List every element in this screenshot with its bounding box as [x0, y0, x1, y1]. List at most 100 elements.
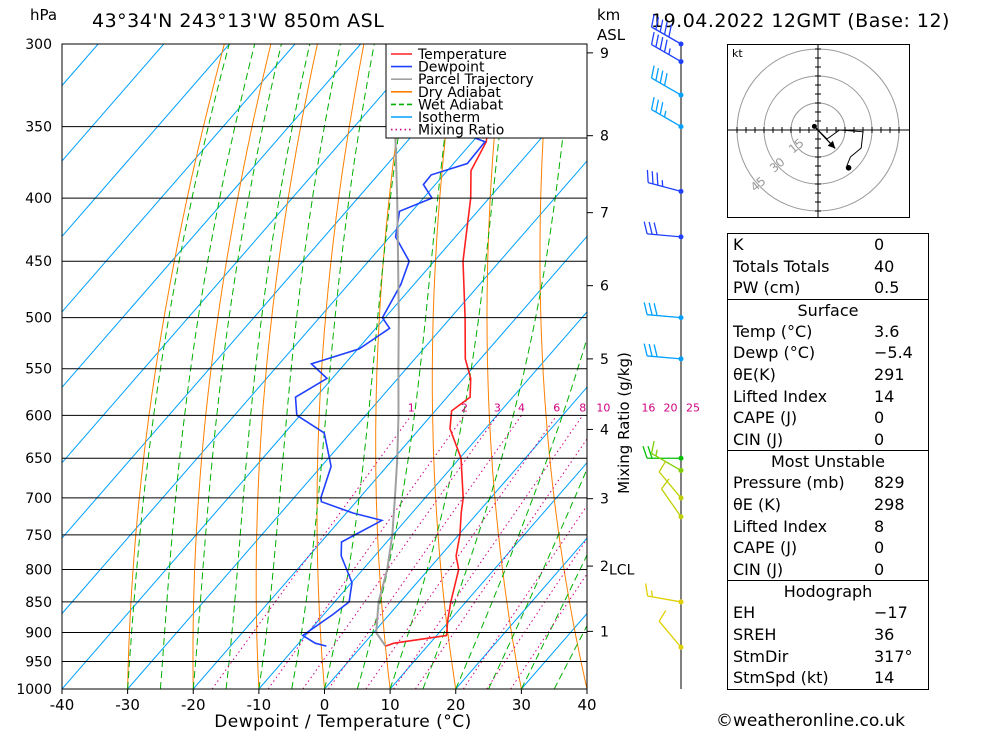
wind-barb-staff	[647, 595, 682, 603]
wind-barb-dot	[678, 514, 684, 520]
index-key: Totals Totals	[733, 256, 830, 276]
mixing-ratio-label: 6	[553, 401, 560, 414]
isotherm-line	[62, 44, 165, 162]
most-unstable-key: CAPE (J)	[733, 538, 798, 558]
wind-barb-feather	[648, 343, 653, 357]
wind-barb-dot	[678, 599, 684, 605]
parcel-trajectory-profile-line	[375, 44, 400, 647]
index-row: Totals Totals 40	[728, 256, 928, 278]
wind-barb-feather	[663, 21, 668, 35]
wind-barb-dot	[678, 495, 684, 501]
wind-barb-feather	[663, 39, 668, 53]
wind-barb-feather	[647, 446, 653, 459]
wind-barb-half-feather	[650, 590, 654, 597]
hodograph-param-value: 36	[874, 624, 895, 644]
wind-barb-staff	[651, 44, 682, 63]
km-tick-label: 3	[600, 492, 609, 508]
most-unstable-title: Most Unstable	[771, 452, 885, 472]
wind-barb-feather	[659, 102, 664, 115]
hodograph-param-row: EH −17	[728, 602, 928, 624]
surface-key: Temp (°C)	[733, 321, 813, 341]
most-unstable-key: Lifted Index	[733, 516, 828, 536]
legend-label: Temperature	[417, 47, 507, 63]
weatheronline-credit[interactable]: ©weatheronline.co.uk	[716, 711, 906, 731]
asl-unit-label: ASL	[597, 26, 626, 44]
km-tick-label: 9	[600, 46, 609, 62]
isotherm-line	[62, 44, 558, 615]
temperature-tick-label: 40	[577, 696, 596, 714]
hodograph-unit-label: kt	[732, 47, 743, 60]
pressure-tick-label: 300	[25, 37, 52, 53]
most-unstable-value: 0	[874, 559, 885, 579]
wet-adiabat-line	[127, 44, 230, 689]
wind-barb-feather	[660, 478, 670, 490]
wind-barb-feather	[655, 34, 660, 48]
hodograph-end-point	[845, 165, 852, 171]
isotherm-line	[62, 44, 362, 389]
wind-barb-staff	[647, 314, 682, 319]
most-unstable-value: 829	[874, 473, 905, 493]
isotherm-line	[455, 537, 587, 689]
wind-barb-feather	[646, 169, 649, 183]
wind-barb-dot	[678, 455, 684, 461]
surface-value: 0	[874, 429, 885, 449]
mixing-ratio-label: 25	[686, 401, 700, 414]
dry-adiabat-line	[922, 44, 1000, 689]
wind-barb-feather	[643, 343, 648, 357]
pressure-tick-label: 750	[25, 528, 52, 544]
pressure-tick-label: 650	[25, 451, 52, 467]
hpa-unit-label: hPa	[30, 6, 58, 24]
mixing-ratio-label: 20	[664, 401, 678, 414]
surface-title: Surface	[797, 300, 859, 320]
wind-barb-feather	[650, 65, 655, 79]
index-key: PW (cm)	[733, 278, 801, 298]
mixing-ratio-label: 16	[641, 401, 655, 414]
sounding-parameter-table: K 0 Totals Totals 40 PW (cm) 0.5 Surface Temp…	[727, 233, 929, 690]
wind-barb	[660, 478, 684, 520]
legend-label: Isotherm	[418, 110, 480, 126]
surface-key: Lifted Index	[733, 386, 828, 406]
index-value: 0.5	[874, 278, 900, 298]
wind-barb-feather	[659, 37, 664, 50]
pressure-tick-label: 800	[25, 562, 52, 578]
wind-barb-dot	[678, 41, 684, 47]
wind-barb	[642, 446, 684, 461]
wind-barb-feather	[653, 222, 658, 235]
most-unstable-section: Most Unstable Pressure (mb) 829 θE (K) 298 L…	[728, 450, 928, 580]
wind-barb-feather	[650, 32, 655, 45]
isotherm-line	[192, 235, 587, 689]
km-tick-label: 5	[600, 352, 609, 368]
wind-barb-dot	[678, 124, 684, 130]
pressure-tick-label: 900	[25, 626, 52, 642]
surface-key: θE(K)	[733, 364, 776, 384]
mixing-ratio-line	[211, 415, 412, 689]
wind-barb	[643, 343, 684, 362]
wind-barb-feather	[650, 97, 655, 110]
most-unstable-row: Lifted Index 8	[728, 516, 928, 538]
surface-value: 0	[874, 408, 885, 428]
index-key: K	[733, 235, 744, 254]
mixing-ratio-line	[393, 415, 584, 689]
wind-barb-feather	[655, 16, 660, 30]
dewpoint-profile-line	[294, 44, 487, 647]
mixing-ratio-label: 1	[408, 401, 415, 414]
wind-barb	[650, 440, 684, 473]
surface-row: Dewp (°C) −5.4	[728, 342, 928, 364]
pressure-tick-label: 700	[25, 491, 52, 507]
lcl-label: LCL	[609, 562, 635, 578]
mixing-ratio-line	[267, 415, 465, 689]
wind-barb-feather	[650, 14, 655, 28]
sounding-datetime: 19.04.2022 12GMT (Base: 12)	[651, 10, 950, 32]
dry-adiabat-line	[316, 44, 365, 689]
surface-value: 3.6	[874, 321, 900, 341]
wind-barb-staff	[651, 77, 682, 96]
surface-value: 291	[874, 364, 905, 384]
dry-adiabat-line	[486, 44, 522, 689]
km-tick-label: 7	[600, 206, 609, 222]
mixing-ratio-axis-label: Mixing Ratio (g/kg)	[615, 352, 633, 494]
wind-barb-feather	[651, 171, 654, 184]
wind-barb-feather	[656, 172, 659, 186]
hodograph-param-key: EH	[733, 603, 756, 623]
wet-adiabat-line	[488, 467, 587, 689]
